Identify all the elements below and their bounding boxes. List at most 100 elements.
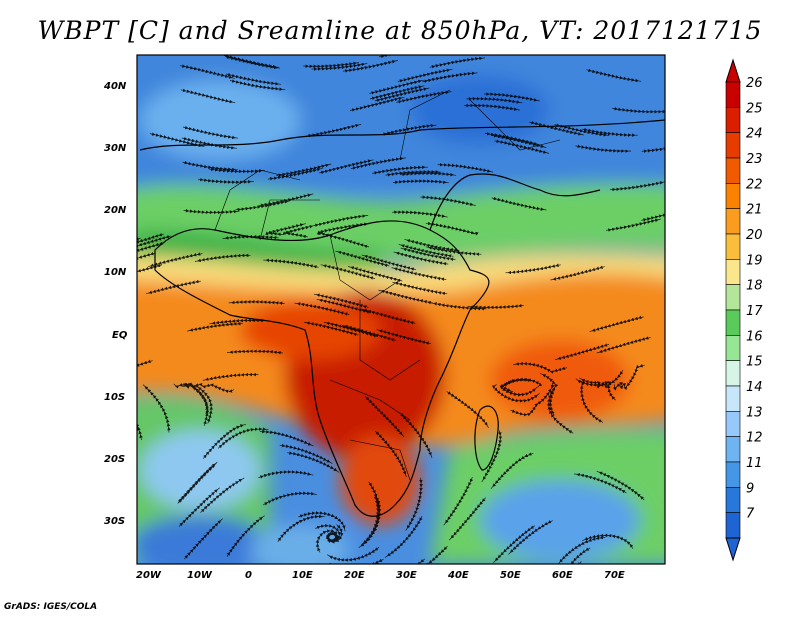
- streamline: [550, 265, 605, 281]
- lon-label: 20E: [344, 570, 365, 581]
- colorbar-swatch: [725, 487, 741, 513]
- colorbar-top-arrow: [725, 58, 741, 83]
- streamline: [425, 221, 479, 236]
- streamline: [375, 430, 407, 478]
- streamline: [180, 64, 235, 79]
- colorbar-swatch: [725, 132, 741, 159]
- streamline: [200, 477, 245, 513]
- streamline: [342, 60, 398, 73]
- longitude-axis: 20W 10W 0 10E 20E 30E 40E 50E 60E 70E: [136, 570, 625, 581]
- streamline: [137, 237, 141, 254]
- streamline: [228, 300, 285, 306]
- colorbar-swatch: [725, 208, 741, 235]
- streamline: [555, 343, 610, 360]
- streamline: [493, 525, 536, 564]
- streamline: [183, 518, 223, 560]
- streamline: [226, 72, 282, 86]
- streamline: [429, 56, 486, 69]
- streamline: [173, 382, 209, 416]
- streamline: [404, 238, 460, 253]
- streamline: [180, 88, 236, 104]
- colorbar-swatch: [725, 81, 741, 108]
- streamline: [554, 123, 610, 137]
- lon-label: 0: [245, 570, 252, 581]
- streamline: [361, 308, 416, 325]
- colorbar: 26 25 24 23 22 21 20 19 18 17 16 15 14 13 12 11 9 7: [725, 58, 763, 562]
- colorbar-label: 7: [746, 507, 755, 522]
- colorbar-label: 23: [746, 152, 763, 167]
- streamline: [137, 359, 153, 379]
- colorbar-swatch: [725, 309, 741, 336]
- lat-label: 10N: [104, 267, 127, 278]
- colorbar-label: 13: [746, 405, 763, 420]
- colorbar-label: 9: [746, 481, 754, 496]
- lon-label: 30E: [396, 570, 417, 581]
- streamline: [612, 107, 665, 114]
- lat-label: 20S: [104, 454, 125, 465]
- streamline: [490, 452, 534, 489]
- colorbar-label: 20: [746, 228, 763, 243]
- streamline: [317, 231, 370, 249]
- streamline: [513, 361, 568, 374]
- colorbar-bottom-arrow: [725, 537, 741, 562]
- streamline: [177, 462, 217, 504]
- lat-label: EQ: [112, 330, 128, 341]
- streamline: [226, 349, 283, 355]
- latitude-axis: 40N 30N 20N 10N EQ 10S 20S 30S: [103, 81, 128, 527]
- streamline: [596, 470, 645, 501]
- streamline: [391, 210, 448, 218]
- lat-label: 30N: [104, 143, 127, 154]
- streamline: [491, 196, 547, 211]
- streamline: [265, 223, 306, 237]
- streamline: [484, 92, 540, 102]
- streamline: [146, 279, 201, 295]
- streamline: [464, 103, 520, 111]
- colorbar-label: 24: [746, 127, 763, 142]
- colorbar-swatch: [725, 436, 741, 463]
- streamline: [575, 144, 632, 153]
- streamline: [385, 170, 442, 177]
- streamline: [329, 558, 384, 564]
- streamline: [365, 396, 405, 438]
- colorbar-label: 19: [746, 253, 763, 268]
- colorbar-swatch: [725, 411, 741, 437]
- streamline: [197, 177, 254, 184]
- streamline: [315, 528, 340, 553]
- colorbar-swatch: [725, 385, 741, 412]
- streamline: [182, 160, 238, 172]
- streamline: [137, 393, 143, 441]
- lat-label: 20N: [104, 205, 127, 216]
- streamline: [641, 206, 665, 222]
- streamline: [499, 379, 538, 397]
- lat-label: 30S: [104, 516, 125, 527]
- colorbar-label: 18: [746, 279, 763, 294]
- streamline: [263, 258, 319, 269]
- colorbar-label: 21: [746, 203, 763, 218]
- streamline: [381, 123, 437, 136]
- streamline: [392, 281, 448, 296]
- streamline: [147, 252, 203, 268]
- streamline: [399, 412, 433, 459]
- lon-label: 10W: [187, 570, 213, 581]
- colorbar-label: 25: [746, 101, 763, 116]
- colorbar-swatch: [725, 512, 741, 539]
- streamline: [142, 384, 171, 433]
- colorbar-label: 15: [746, 355, 763, 370]
- streamline: [137, 302, 138, 304]
- streamline: [235, 200, 291, 212]
- lon-label: 10E: [292, 570, 313, 581]
- streamline: [294, 302, 350, 316]
- streamline: [279, 443, 333, 464]
- streamline: [258, 470, 314, 479]
- lon-label: 60E: [552, 570, 573, 581]
- lon-label: 50E: [500, 570, 521, 581]
- colorbar-swatch: [725, 259, 741, 285]
- streamline: [605, 218, 661, 232]
- colorbar-label: 12: [746, 431, 763, 446]
- colorbar-swatch: [725, 107, 741, 133]
- streamline: [505, 263, 561, 275]
- streamlines: [137, 55, 665, 564]
- streamline: [183, 208, 240, 215]
- streamline: [225, 55, 281, 70]
- streamline: [313, 293, 369, 309]
